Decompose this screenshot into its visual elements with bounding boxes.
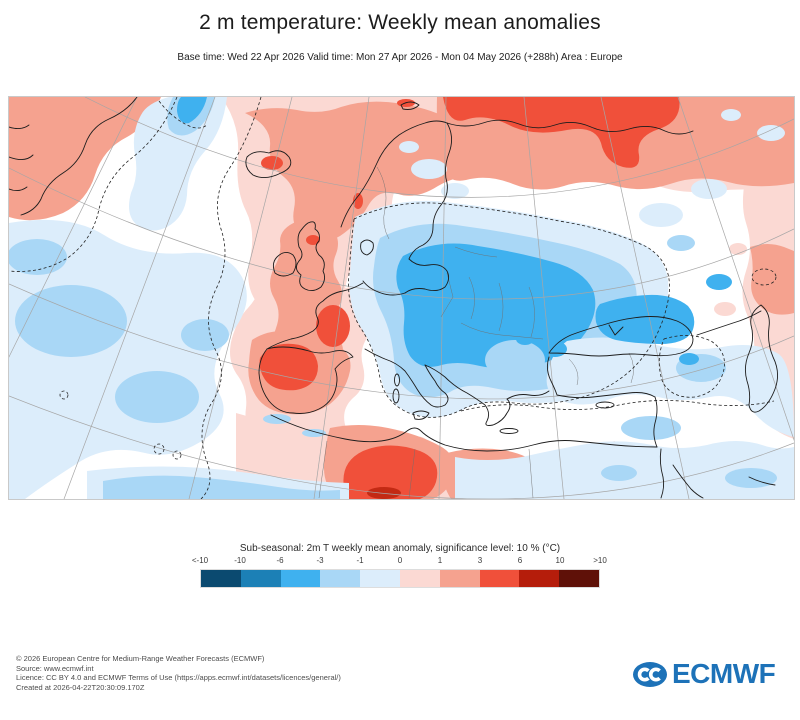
colorbar bbox=[200, 569, 600, 588]
colorbar-tick-label: -3 bbox=[316, 556, 324, 565]
colorbar-segment bbox=[280, 570, 321, 587]
page-subtitle: Base time: Wed 22 Apr 2026 Valid time: M… bbox=[177, 52, 623, 63]
page-title: 2 m temperature: Weekly mean anomalies bbox=[199, 11, 601, 34]
footer-line: Created at 2026-04-22T20:30:09.170Z bbox=[16, 682, 145, 692]
graticule bbox=[9, 97, 794, 499]
colorbar-segment bbox=[399, 570, 440, 587]
colorbar-segment bbox=[479, 570, 520, 587]
footer-lines: © 2026 European Centre for Medium-Range … bbox=[16, 654, 341, 692]
colorbar-tick-label: 1 bbox=[437, 556, 443, 565]
colorbar-tick-label: >10 bbox=[593, 556, 607, 565]
footer-line: Licence: CC BY 4.0 and ECMWF Terms of Us… bbox=[16, 673, 341, 683]
anomaly-map bbox=[9, 97, 794, 499]
footer-line: © 2026 European Centre for Medium-Range … bbox=[16, 654, 265, 663]
colorbar-segment bbox=[559, 570, 599, 587]
legend-title: Sub-seasonal: 2m T weekly mean anomaly, … bbox=[239, 543, 561, 554]
ecmwf-logo-icon bbox=[633, 661, 667, 687]
significance-contours bbox=[9, 97, 777, 499]
colorbar-tick-label: <-10 bbox=[191, 556, 209, 565]
footer-line: Source: www.ecmwf.int bbox=[16, 663, 94, 673]
colorbar-tick-label: 3 bbox=[477, 556, 483, 565]
colorbar-tick-label: 6 bbox=[517, 556, 523, 565]
colorbar-segment bbox=[439, 570, 480, 587]
ecmwf-logo: ECMWF bbox=[632, 658, 776, 690]
colorbar-segment bbox=[360, 570, 400, 587]
colorbar-tick-label: 10 bbox=[555, 556, 565, 565]
colorbar-tick-label: 0 bbox=[397, 556, 403, 565]
colorbar-tick-label: -1 bbox=[356, 556, 364, 565]
map-frame bbox=[8, 96, 795, 500]
country-borders bbox=[318, 166, 634, 499]
colorbar-tick-label: -6 bbox=[276, 556, 284, 565]
ecmwf-logo-text: ECMWF bbox=[672, 658, 776, 689]
colorbar-tick-label: -10 bbox=[234, 556, 246, 565]
colorbar-segment bbox=[240, 570, 281, 587]
colorbar-ticks: <-10 -10 -6 -3 -1 0 1 3 6 10 >10 bbox=[192, 556, 607, 567]
colorbar-segment bbox=[519, 570, 560, 587]
colorbar-segment bbox=[201, 570, 241, 587]
colorbar-segment bbox=[320, 570, 361, 587]
coastlines bbox=[9, 97, 778, 499]
